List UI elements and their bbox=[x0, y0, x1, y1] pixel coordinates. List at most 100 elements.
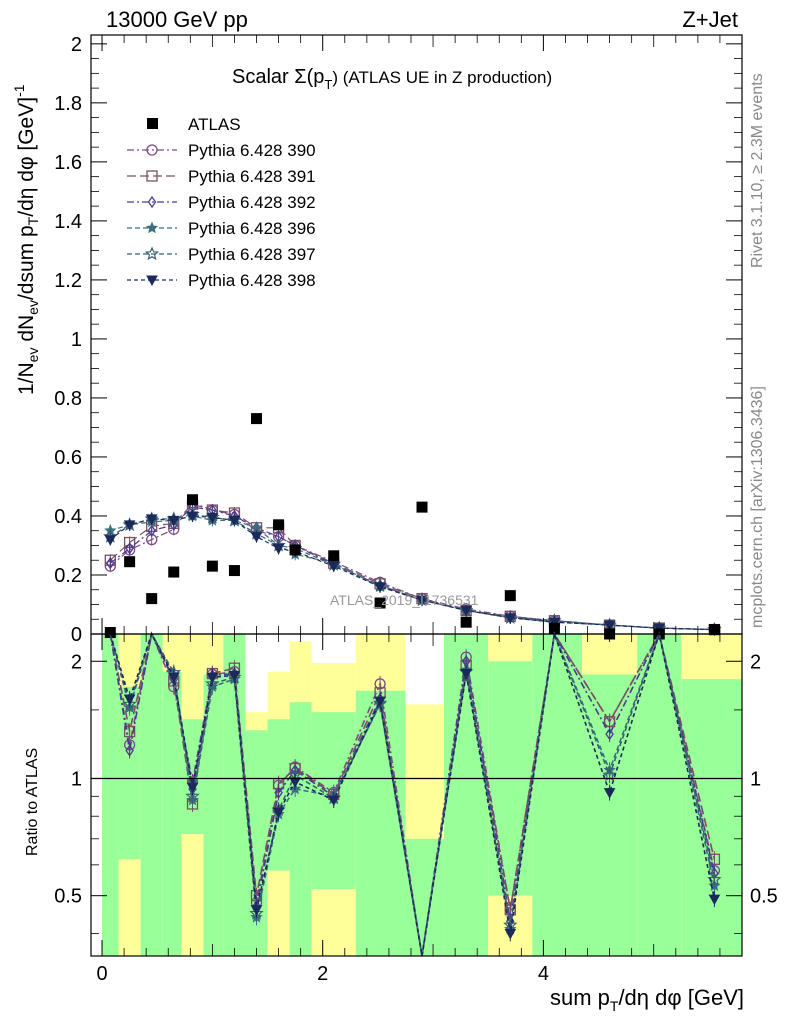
ratio-series-point-5-14 bbox=[504, 928, 517, 940]
main-series-point-5-13 bbox=[460, 605, 473, 617]
xtick-label-0: 0 bbox=[96, 963, 107, 985]
atlas-data-point-14 bbox=[504, 590, 516, 602]
atlas-data-point-6 bbox=[228, 565, 240, 577]
ratio-series-point-5-8 bbox=[272, 807, 285, 819]
main-series-point-5-7 bbox=[250, 532, 263, 543]
axis-ticks: 0 0.2 0.4 0.6 0.8 1 1.2 1.4 1.6 1.8 2 0.5 0.5 1 1 2 2 0 2 4 bbox=[54, 34, 778, 985]
atlas-data-point-5 bbox=[206, 560, 218, 572]
analysis-watermark: ATLAS_2019_I1736531 bbox=[330, 592, 479, 608]
main-series-point-2-1 bbox=[125, 542, 134, 555]
main-series-point-5-16 bbox=[603, 620, 616, 632]
main-series-line-0 bbox=[109, 501, 715, 631]
main-ytick-label-6: 1.2 bbox=[54, 270, 82, 292]
ratio-ytick-label-left-1: 1 bbox=[71, 768, 82, 790]
main-series-point-2-0 bbox=[106, 557, 115, 570]
legend-marker-1 bbox=[146, 170, 158, 182]
main-mc-series bbox=[103, 496, 722, 636]
atlas-data-point-10 bbox=[328, 550, 340, 562]
legend-label-2: Pythia 6.428 392 bbox=[188, 193, 316, 212]
main-series-point-5-11 bbox=[374, 582, 386, 593]
legend: ATLAS Pythia 6.428 390 Pythia 6.428 391 Pyt… bbox=[127, 115, 316, 290]
atlas-data-point-7 bbox=[251, 413, 263, 425]
green-band-2 bbox=[140, 634, 163, 956]
green-band-11 bbox=[355, 690, 406, 956]
plot-title-main: Scalar Σ(p bbox=[232, 66, 324, 88]
xtick-label-1: 2 bbox=[317, 963, 328, 985]
ratio-ytick-label-right-0: 0.5 bbox=[750, 886, 778, 908]
main-series-point-5-4 bbox=[186, 511, 199, 523]
main-series-point-5-3 bbox=[167, 515, 180, 527]
main-series-point-5-6 bbox=[228, 515, 241, 527]
ratio-series-point-5-16 bbox=[603, 788, 616, 799]
main-series-line-4 bbox=[109, 513, 715, 631]
legend-marker-4 bbox=[144, 246, 160, 261]
main-ytick-label-0: 0 bbox=[71, 624, 82, 646]
legend-marker-2 bbox=[147, 195, 157, 209]
green-band-13 bbox=[444, 634, 489, 956]
atlas-data-point-3 bbox=[168, 566, 180, 578]
main-ytick-label-5: 1 bbox=[71, 329, 82, 351]
legend-label-4: Pythia 6.428 397 bbox=[188, 245, 316, 264]
green-band-18 bbox=[681, 679, 742, 956]
legend-label-0: Pythia 6.428 390 bbox=[188, 141, 316, 160]
legend-marker-0 bbox=[146, 144, 158, 156]
ratio-series-point-5-5 bbox=[206, 672, 219, 684]
main-series-line-5 bbox=[109, 515, 715, 631]
atlas-data-point-1 bbox=[124, 556, 136, 568]
main-series-line-2 bbox=[109, 506, 715, 631]
ratio-ytick-label-right-1: 1 bbox=[750, 768, 761, 790]
plot-title: Scalar Σ(pT) (ATLAS UE in Z production) bbox=[232, 66, 552, 92]
ratio-series-point-5-7 bbox=[250, 905, 263, 916]
main-series-point-5-1 bbox=[123, 520, 136, 531]
atlas-data-point-18 bbox=[708, 624, 720, 636]
main-series-point-5-5 bbox=[206, 512, 219, 524]
main-ytick-label-4: 0.8 bbox=[54, 388, 82, 410]
ratio-ytick-label-left-0: 0.5 bbox=[54, 886, 82, 908]
atlas-data-point-4 bbox=[187, 494, 199, 506]
legend-label-5: Pythia 6.428 398 bbox=[188, 271, 316, 290]
main-ytick-label-2: 0.4 bbox=[54, 506, 82, 528]
atlas-data-point-9 bbox=[289, 544, 301, 556]
legend-marker-5 bbox=[146, 275, 158, 287]
main-ytick-label-3: 0.6 bbox=[54, 447, 82, 469]
ratio-series-point-4-5 bbox=[205, 676, 220, 691]
main-series-point-5-10 bbox=[327, 561, 340, 573]
ratio-series-point-1-18 bbox=[708, 853, 721, 865]
main-ytick-label-8: 1.6 bbox=[54, 152, 82, 174]
atlas-data-point-12 bbox=[416, 501, 428, 513]
ratio-series-point-5-18 bbox=[708, 894, 721, 906]
ratio-y-axis-label: Ratio to ATLAS bbox=[24, 748, 41, 856]
ratio-series-point-5-1 bbox=[123, 694, 136, 706]
main-series-point-5-8 bbox=[272, 543, 285, 555]
atlas-data-point-13 bbox=[460, 616, 472, 628]
ratio-series-point-2-16 bbox=[605, 727, 614, 741]
green-band-5 bbox=[203, 674, 224, 956]
ratio-series-point-4-1 bbox=[122, 696, 137, 711]
main-series-point-2-2 bbox=[147, 524, 156, 537]
ratio-series-point-1-1 bbox=[123, 725, 136, 738]
header-energy-label: 13000 GeV pp bbox=[106, 7, 248, 32]
main-series-point-5-12 bbox=[416, 595, 428, 607]
legend-marker-3 bbox=[145, 221, 159, 234]
ratio-series-point-5-10 bbox=[327, 795, 340, 807]
ratio-ytick-label-right-2: 2 bbox=[750, 651, 761, 673]
ratio-series-point-5-4 bbox=[186, 782, 199, 794]
xtick-label-2: 4 bbox=[538, 963, 549, 985]
main-ytick-label-1: 0.2 bbox=[54, 565, 82, 587]
ratio-series-point-5-6 bbox=[228, 670, 241, 682]
ratio-series-point-4-4 bbox=[185, 788, 200, 803]
green-band-9 bbox=[289, 702, 312, 956]
main-ytick-label-7: 1.4 bbox=[54, 211, 82, 233]
green-band-6 bbox=[223, 634, 246, 956]
legend-label-1: Pythia 6.428 391 bbox=[188, 167, 316, 186]
main-series-point-5-2 bbox=[145, 514, 158, 525]
green-band-17 bbox=[637, 634, 682, 956]
x-axis-label: sum pT/dη dφ [GeV] bbox=[550, 985, 744, 1014]
ratio-series-point-4-18 bbox=[707, 872, 722, 886]
legend-label-3: Pythia 6.428 396 bbox=[188, 219, 316, 238]
atlas-data-point-8 bbox=[273, 519, 285, 531]
ratio-series-point-2-8 bbox=[274, 786, 283, 799]
ratio-ytick-label-left-2: 2 bbox=[71, 651, 82, 673]
plot-title-tail: ) (ATLAS UE in Z production) bbox=[332, 68, 552, 87]
